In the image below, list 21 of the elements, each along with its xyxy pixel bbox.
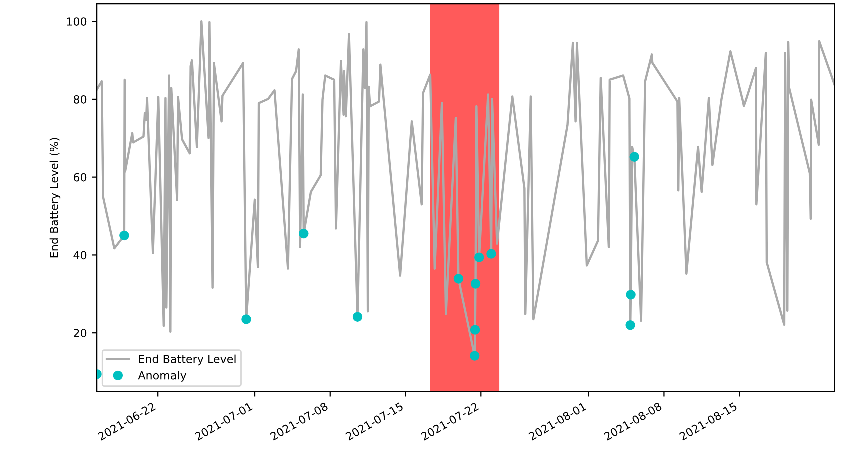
point (454, 274, 464, 284)
y-axis-title: End Battery Level (%) (50, 138, 61, 258)
legend-label: End Battery Level (139, 354, 236, 366)
point (352, 312, 363, 322)
point (486, 249, 496, 259)
point (470, 325, 480, 335)
legend-label: Anomaly (138, 371, 187, 382)
point (474, 252, 484, 262)
y-tick-label: 20 (74, 329, 87, 338)
y-tick-label: 40 (74, 251, 87, 260)
point (242, 314, 252, 324)
point (299, 228, 309, 239)
y-tick-label: 80 (74, 95, 87, 104)
y-tick-label: 100 (67, 18, 87, 26)
point (470, 351, 480, 361)
y-tick-label: 60 (74, 173, 87, 182)
point (630, 152, 640, 162)
point (470, 279, 481, 289)
point (626, 320, 636, 330)
point (120, 230, 130, 241)
point (626, 290, 636, 300)
